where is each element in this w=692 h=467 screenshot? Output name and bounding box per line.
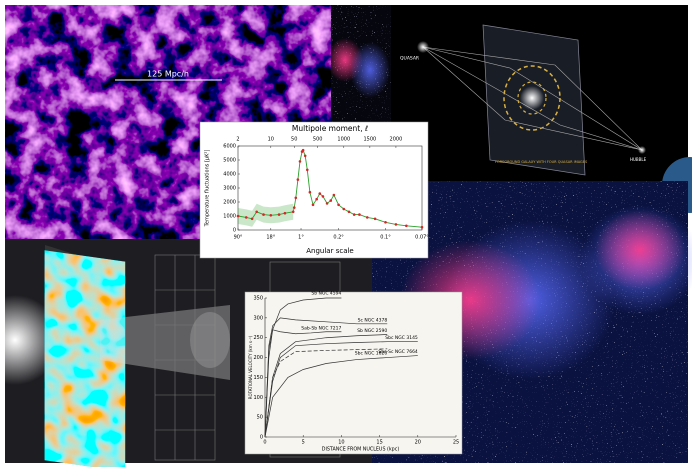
data-point bbox=[255, 210, 258, 214]
data-point bbox=[296, 178, 300, 181]
y-axis-label: Temperature fluctuations [μK²] bbox=[205, 150, 211, 228]
curve-label: Sb NGC 4594 bbox=[311, 291, 341, 297]
data-point bbox=[294, 196, 298, 200]
top-tick-label: 1000 bbox=[337, 137, 350, 143]
data-point bbox=[262, 213, 265, 216]
data-point bbox=[236, 214, 240, 218]
data-point bbox=[321, 195, 325, 198]
top-axis-label: Multipole moment, ℓ bbox=[292, 124, 368, 133]
top-tick-label: 2000 bbox=[390, 137, 403, 143]
x-axis-label: Angular scale bbox=[306, 247, 353, 255]
data-point bbox=[352, 213, 356, 216]
data-point bbox=[303, 154, 307, 158]
y-tick-label: 350 bbox=[253, 296, 263, 302]
data-point bbox=[394, 223, 398, 226]
rotation-curve bbox=[264, 297, 342, 438]
rotation-curve bbox=[264, 317, 388, 438]
y-tick-label: 200 bbox=[253, 355, 263, 361]
data-point bbox=[305, 168, 309, 172]
y-tick-label: 6000 bbox=[223, 144, 236, 150]
x-axis-label: DISTANCE FROM NUCLEUS (kpc) bbox=[322, 447, 400, 453]
data-point bbox=[315, 197, 318, 201]
x-tick-label: 25 bbox=[453, 440, 459, 446]
bottom-tick-label: 0.07° bbox=[415, 235, 429, 241]
y-tick-label: 1000 bbox=[223, 214, 236, 220]
data-point bbox=[269, 214, 273, 217]
data-point bbox=[342, 207, 346, 211]
scale-label: 125 Mpc/h bbox=[147, 70, 189, 79]
curve-label: Sbc-Sc NGC 7664 bbox=[378, 349, 418, 355]
data-point bbox=[329, 199, 333, 202]
y-tick-label: 5000 bbox=[223, 158, 236, 164]
data-point bbox=[365, 216, 369, 219]
top-tick-label: 10 bbox=[268, 137, 274, 143]
top-tick-label: 2 bbox=[236, 137, 239, 143]
curve-label: Sc NGC 4378 bbox=[358, 317, 388, 323]
variance-band bbox=[238, 203, 294, 227]
data-point bbox=[283, 211, 287, 215]
data-point bbox=[318, 192, 322, 195]
y-tick-label: 150 bbox=[253, 375, 263, 381]
fit-line bbox=[237, 149, 423, 228]
bottom-tick-label: 90° bbox=[234, 235, 243, 241]
data-point bbox=[420, 225, 424, 229]
rotation-chart-frame bbox=[244, 291, 463, 455]
data-point bbox=[384, 221, 387, 224]
data-point bbox=[301, 148, 305, 152]
rotation-curve bbox=[264, 348, 388, 438]
data-point bbox=[358, 213, 361, 216]
y-tick-label: 0 bbox=[233, 228, 236, 234]
top-tick-label: 50 bbox=[291, 137, 297, 143]
x-tick-label: 0 bbox=[263, 440, 266, 446]
y-tick-label: 50 bbox=[257, 415, 263, 421]
lens-label: FOREGROUND GALAXY WITH FOUR QUASAR IMAGE… bbox=[495, 160, 588, 164]
data-point bbox=[298, 160, 302, 163]
top-tick-label: 1500 bbox=[363, 137, 376, 143]
y-tick-label: 100 bbox=[253, 395, 263, 401]
data-point bbox=[347, 210, 351, 214]
curve-label: Sb NGC 2590 bbox=[357, 328, 387, 334]
y-tick-label: 4000 bbox=[223, 172, 236, 178]
data-point bbox=[332, 193, 336, 197]
data-point bbox=[308, 190, 312, 194]
curve-label: Sbc NGC 3145 bbox=[385, 335, 418, 341]
data-point bbox=[292, 206, 296, 209]
bottom-tick-label: 1° bbox=[298, 235, 304, 241]
data-point bbox=[373, 217, 377, 221]
rotation-curve bbox=[264, 341, 418, 438]
y-tick-label: 250 bbox=[253, 335, 263, 341]
data-point bbox=[311, 203, 315, 207]
data-point bbox=[337, 203, 340, 207]
curve-label: Sbc NGC 1620 bbox=[355, 350, 388, 356]
bottom-tick-label: 0.2° bbox=[333, 235, 344, 241]
y-tick-label: 2000 bbox=[223, 200, 236, 206]
data-point bbox=[244, 216, 248, 219]
x-tick-label: 5 bbox=[302, 440, 305, 446]
data-point bbox=[291, 210, 295, 214]
y-axis-label: ROTATIONAL VELOCITY (km s⁻¹) bbox=[248, 335, 253, 399]
bottom-tick-label: 18° bbox=[266, 235, 275, 241]
lensing-panel: QUASAR FOREGROUND GALAXY WITH FOUR QUASA… bbox=[391, 5, 692, 213]
y-tick-label: 3000 bbox=[223, 186, 236, 192]
top-tick-label: 500 bbox=[313, 137, 323, 143]
x-tick-label: 10 bbox=[338, 440, 344, 446]
rotation-curve bbox=[264, 329, 342, 438]
bottom-tick-label: 0.1° bbox=[380, 235, 391, 241]
source-label: QUASAR bbox=[400, 56, 419, 62]
rotation-curve bbox=[264, 355, 418, 438]
data-point bbox=[325, 202, 329, 205]
data-point bbox=[250, 217, 254, 221]
data-point bbox=[277, 213, 281, 216]
observer-label: HUBBLE bbox=[630, 157, 647, 162]
x-tick-label: 20 bbox=[415, 440, 421, 446]
y-tick-label: 300 bbox=[253, 315, 263, 321]
x-tick-label: 15 bbox=[376, 440, 382, 446]
curve-label: Sab-Sb NGC 7217 bbox=[301, 325, 341, 331]
data-point bbox=[405, 224, 408, 228]
y-tick-label: 0 bbox=[260, 435, 263, 441]
